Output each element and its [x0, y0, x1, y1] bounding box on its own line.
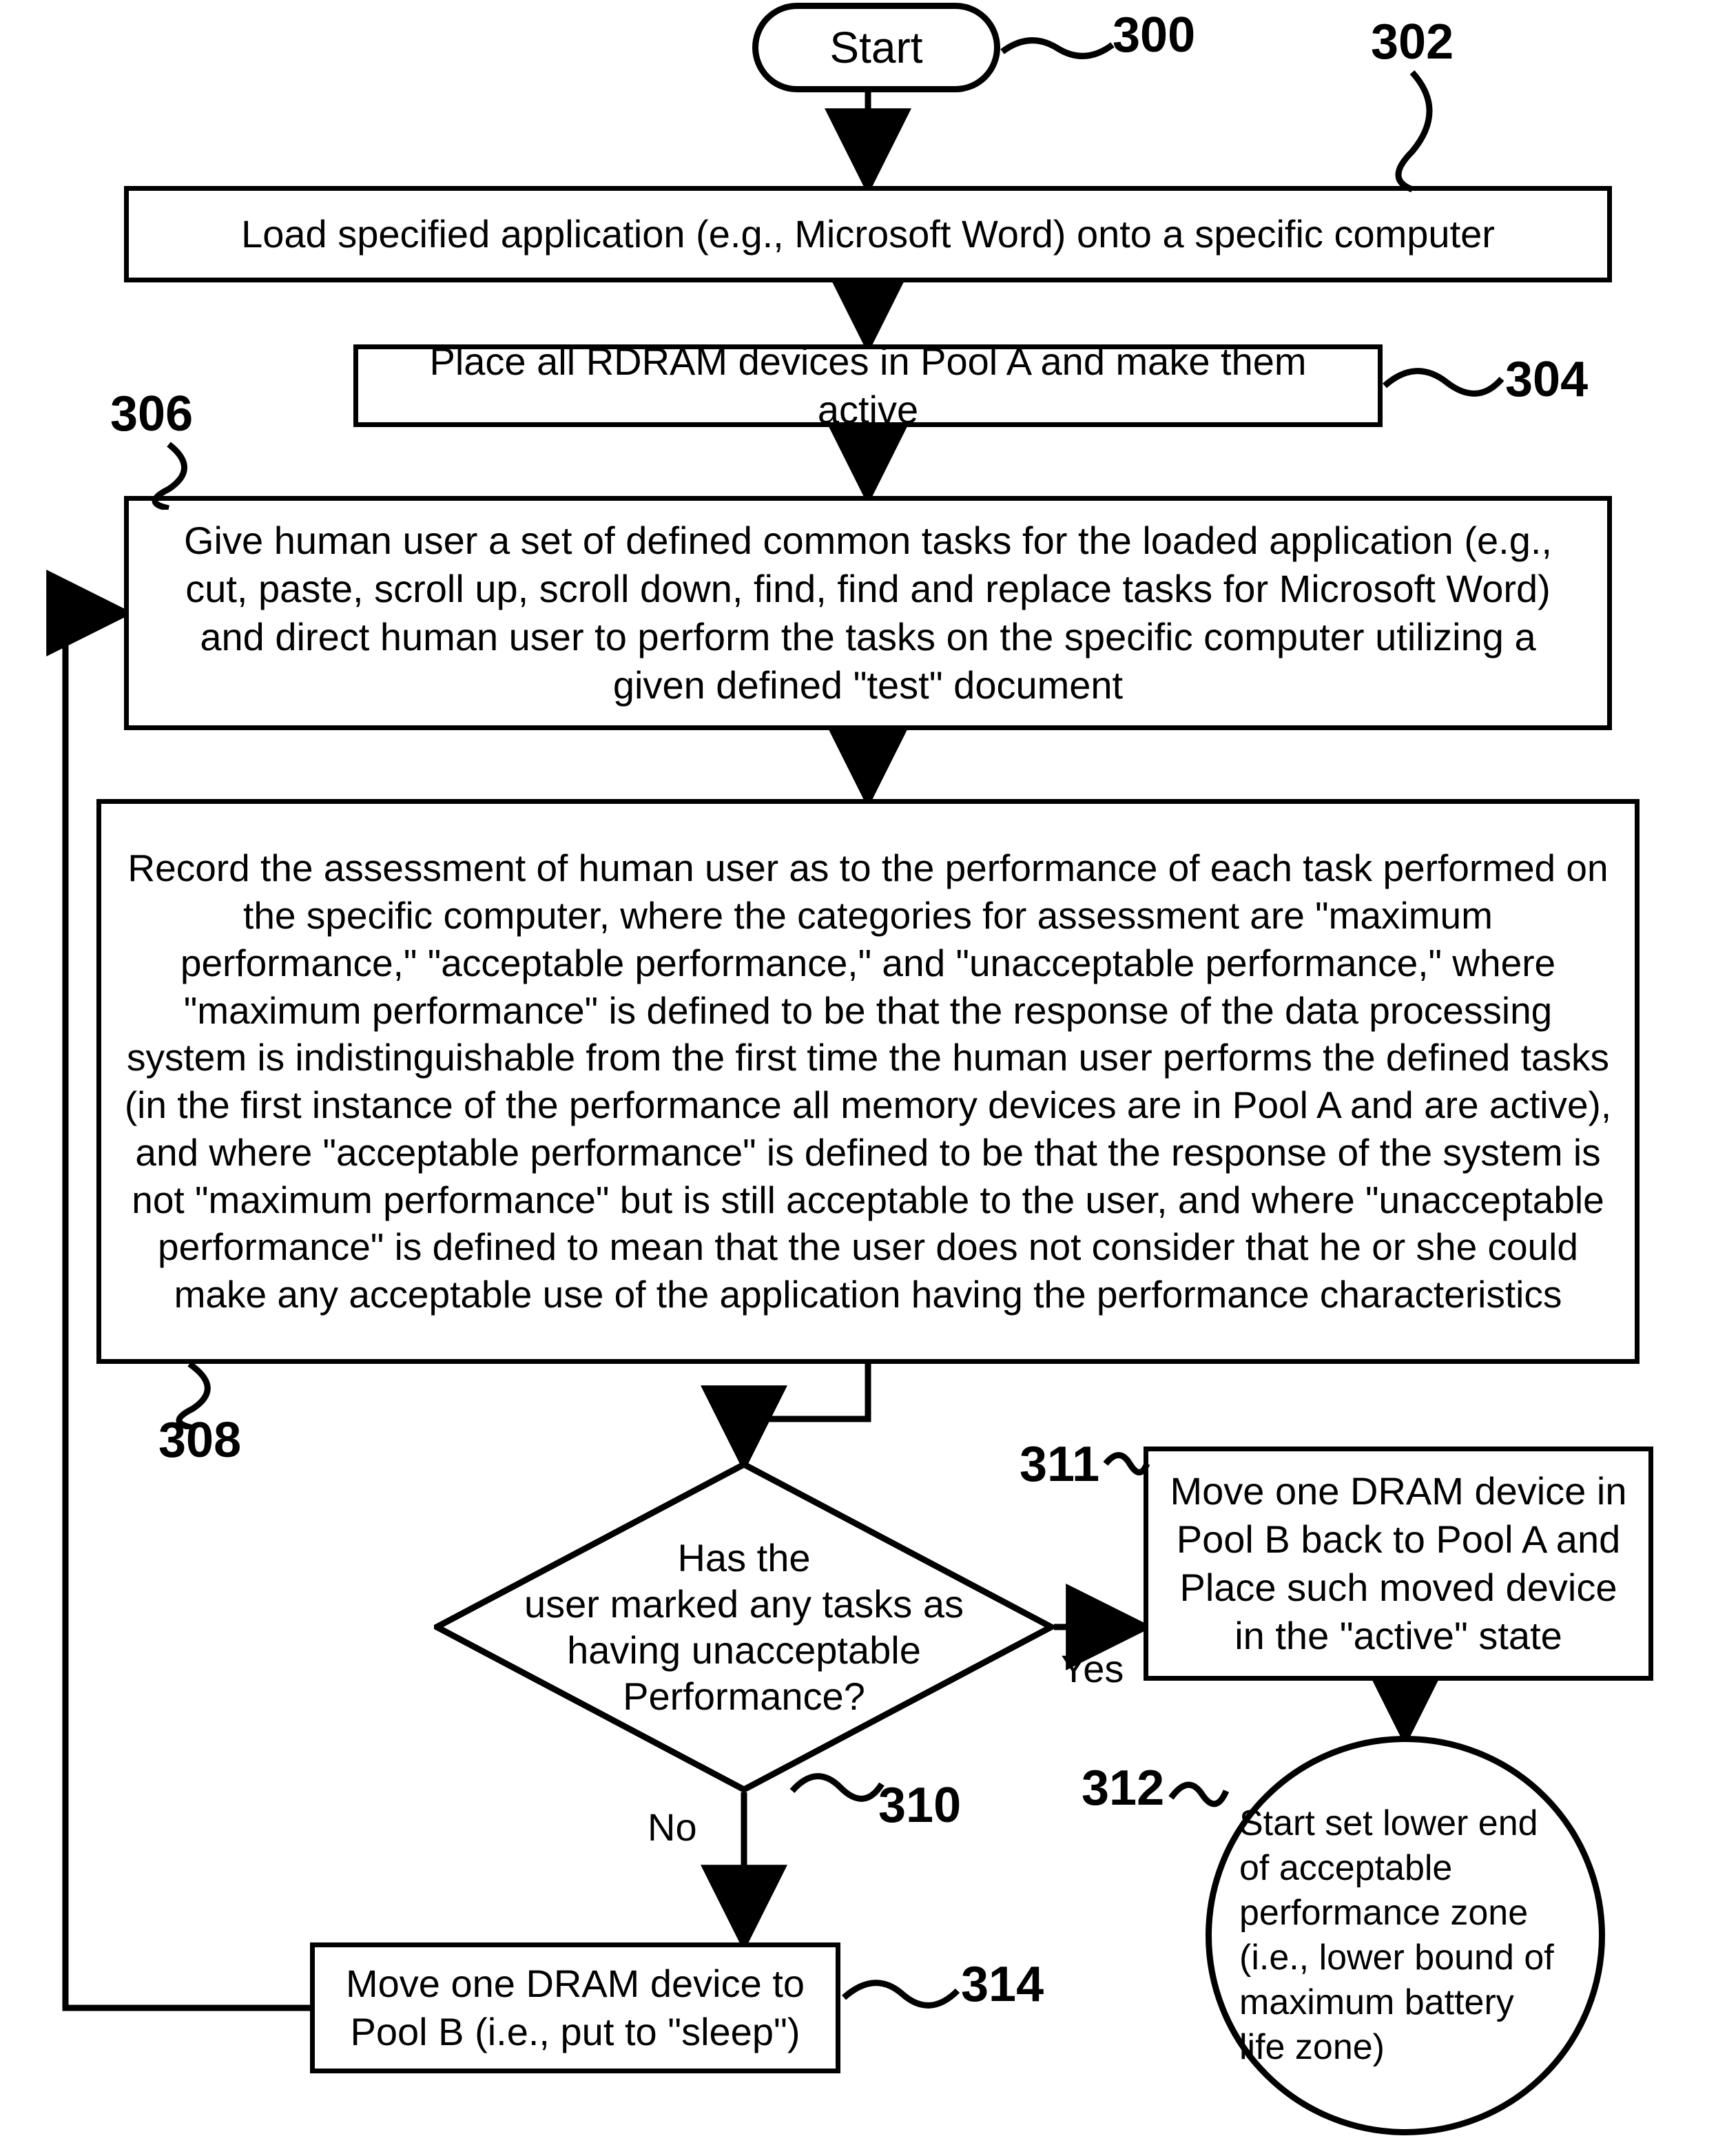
terminal-312-text: Start set lower end of acceptable perfor…: [1239, 1801, 1571, 2070]
step-311-text: Move one DRAM device in Pool B back to P…: [1169, 1467, 1628, 1660]
ref-306: 306: [110, 386, 193, 442]
flowchart-canvas: Start Load specified application (e.g., …: [0, 0, 1727, 2156]
leader-308: [145, 1360, 234, 1429]
step-308-text: Record the assessment of human user as t…: [122, 844, 1614, 1318]
step-302: Load specified application (e.g., Micros…: [124, 186, 1612, 282]
leader-312: [1168, 1770, 1230, 1818]
branch-no-label: No: [648, 1805, 697, 1849]
step-304-text: Place all RDRAM devices in Pool A and ma…: [379, 338, 1357, 434]
step-306-text: Give human user a set of defined common …: [149, 517, 1586, 709]
leader-300: [999, 28, 1116, 69]
start-node: Start: [752, 3, 1000, 92]
step-306: Give human user a set of defined common …: [124, 496, 1612, 730]
decision-310-text: Has the user marked any tasks as having …: [434, 1462, 1054, 1792]
step-302-text: Load specified application (e.g., Micros…: [241, 210, 1495, 258]
ref-311: 311: [1020, 1436, 1099, 1493]
ref-300: 300: [1113, 7, 1195, 63]
leader-306: [131, 441, 207, 510]
start-label: Start: [829, 20, 922, 75]
step-314-text: Move one DRAM device to Pool B (i.e., pu…: [335, 1960, 815, 2056]
ref-312: 312: [1082, 1760, 1164, 1816]
terminal-312: Start set lower end of acceptable perfor…: [1206, 1736, 1605, 2135]
leader-310: [789, 1760, 885, 1815]
step-308: Record the assessment of human user as t…: [96, 799, 1640, 1364]
leader-302: [1371, 69, 1454, 193]
leader-311: [1102, 1443, 1150, 1484]
ref-310: 310: [878, 1777, 961, 1834]
ref-302: 302: [1371, 14, 1454, 70]
leader-304: [1381, 351, 1505, 413]
step-314: Move one DRAM device to Pool B (i.e., pu…: [310, 1942, 840, 2073]
step-311: Move one DRAM device in Pool B back to P…: [1144, 1447, 1653, 1681]
step-304: Place all RDRAM devices in Pool A and ma…: [353, 344, 1383, 427]
leader-314: [840, 1967, 961, 2022]
ref-314: 314: [961, 1956, 1044, 2013]
branch-yes-label: Yes: [1061, 1646, 1124, 1691]
ref-304: 304: [1505, 351, 1588, 408]
decision-310: Has the user marked any tasks as having …: [434, 1462, 1054, 1792]
